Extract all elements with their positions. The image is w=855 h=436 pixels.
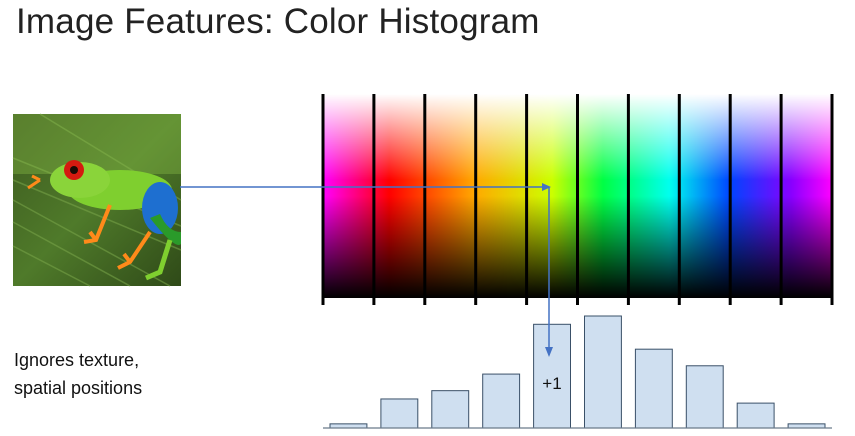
histogram-bar (584, 315, 622, 429)
histogram-bar (787, 423, 826, 429)
histogram-bar (329, 423, 368, 429)
histogram-bars (329, 315, 826, 429)
bin-dividers (321, 94, 834, 305)
caption-line-1: Ignores texture, (14, 350, 140, 370)
frog-image (12, 113, 182, 287)
caption-line-2: spatial positions (14, 378, 143, 398)
pixel-arrow (180, 183, 553, 357)
histogram-bar (380, 398, 419, 429)
histogram-bar (431, 390, 470, 429)
increment-label: +1 (542, 374, 561, 393)
caption: Ignores texture, spatial positions (14, 346, 142, 402)
histogram-bar (685, 365, 724, 429)
histogram-bar (482, 373, 521, 429)
histogram-bar (634, 348, 673, 429)
histogram-bar (736, 402, 775, 429)
slide-title: Image Features: Color Histogram (16, 2, 540, 41)
